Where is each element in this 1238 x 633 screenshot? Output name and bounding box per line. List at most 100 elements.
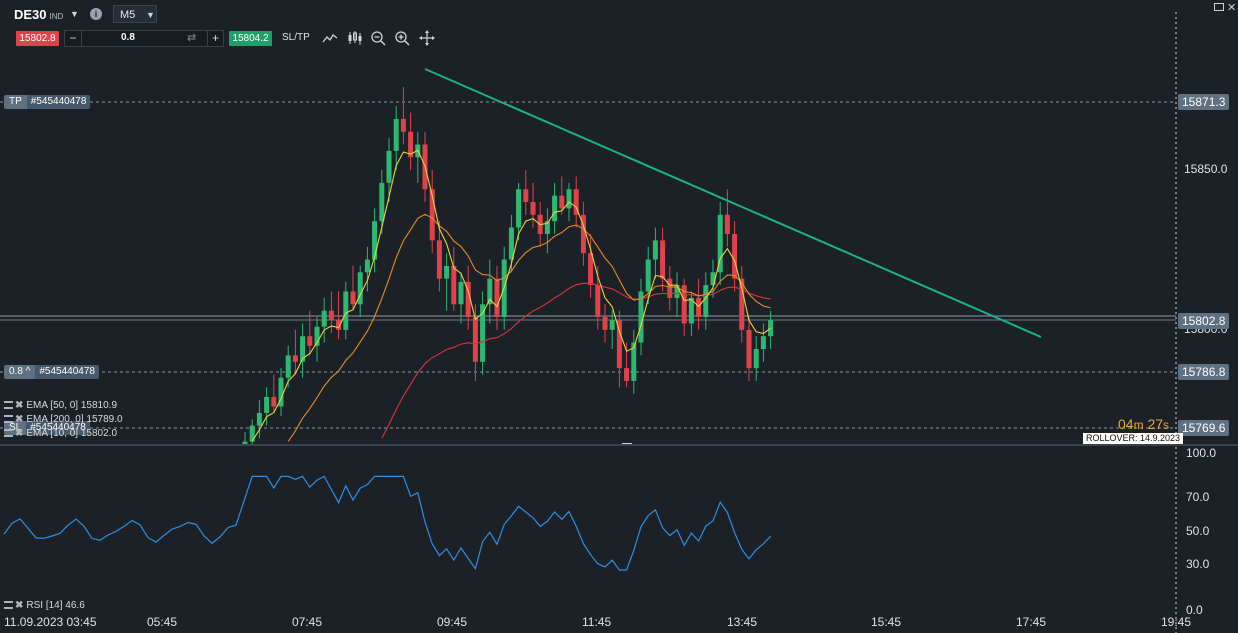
candle-body bbox=[472, 317, 478, 362]
sl-label: SL bbox=[4, 421, 27, 435]
candle-body bbox=[285, 355, 291, 378]
rsi-axis-label: 70.0 bbox=[1186, 490, 1210, 504]
candle-body bbox=[688, 297, 694, 324]
time-axis-label: 15:45 bbox=[871, 615, 902, 629]
rsi-legend-text: RSI [14] 46.6 bbox=[26, 600, 85, 611]
candle-body bbox=[674, 285, 680, 298]
sltp-button[interactable]: SL/TP bbox=[282, 32, 310, 43]
time-axis-label: 05:45 bbox=[147, 615, 178, 629]
candle-body bbox=[494, 278, 500, 318]
candle-body bbox=[624, 368, 630, 381]
ema10-legend-text: EMA [10, 0] 15802.0 bbox=[26, 428, 118, 439]
candle-body bbox=[386, 150, 392, 183]
settings-icon[interactable] bbox=[4, 415, 13, 424]
candle-body bbox=[271, 396, 277, 407]
rsi-legend[interactable]: ✖ RSI [14] 46.6 bbox=[4, 600, 85, 611]
ema50-line bbox=[287, 213, 771, 442]
pane-divider[interactable] bbox=[0, 444, 1238, 446]
candle-body bbox=[552, 195, 558, 222]
candle-body bbox=[652, 240, 658, 260]
time-axis-label: 11:45 bbox=[582, 615, 612, 629]
candle-body bbox=[264, 396, 270, 413]
time-axis-label: 13:45 bbox=[727, 615, 758, 629]
quantity-value[interactable]: 0.8 bbox=[121, 32, 135, 43]
candle-body bbox=[242, 441, 248, 444]
tp-price-tag: 15871.3 bbox=[1178, 94, 1230, 110]
remove-icon[interactable]: ✖ bbox=[15, 400, 24, 411]
candle-countdown: 04m 27s bbox=[1118, 416, 1169, 432]
candle-body bbox=[530, 202, 536, 215]
candle-body bbox=[717, 214, 723, 273]
entry-order-tag[interactable]: 0.8 ^ #545440478 bbox=[4, 365, 99, 379]
candle-body bbox=[278, 377, 284, 407]
candle-body bbox=[566, 189, 572, 209]
candle-body bbox=[343, 291, 349, 330]
candles-icon[interactable] bbox=[347, 30, 363, 46]
candle-body bbox=[573, 189, 579, 215]
zoom-out-icon[interactable] bbox=[370, 30, 386, 46]
candle-body bbox=[710, 272, 716, 286]
chart-toolbar: DE30 IND ▼ i M5 ▼ 15802.8 − 0.8 ⇄ + 15804.… bbox=[0, 0, 1236, 52]
candle-body bbox=[372, 221, 378, 260]
quantity-stepper[interactable]: − 0.8 ⇄ + bbox=[64, 30, 224, 47]
candle-body bbox=[249, 425, 255, 442]
settings-icon[interactable] bbox=[4, 601, 13, 610]
candle-body bbox=[357, 272, 363, 305]
candle-body bbox=[314, 326, 320, 346]
candle-body bbox=[328, 310, 334, 321]
close-icon[interactable]: ✕ bbox=[1227, 2, 1237, 14]
ema10-legend[interactable]: ✖ EMA [10, 0] 15802.0 bbox=[4, 428, 117, 439]
settings-icon[interactable] bbox=[4, 401, 13, 410]
remove-icon[interactable]: ✖ bbox=[15, 600, 24, 611]
line-chart-icon[interactable] bbox=[322, 30, 338, 46]
ema50-legend[interactable]: ✖ EMA [50, 0] 15810.9 bbox=[4, 400, 117, 411]
candle-body bbox=[256, 412, 262, 426]
sl-order-tag[interactable]: SL #545440478 bbox=[4, 421, 90, 435]
tp-order-tag[interactable]: TP #545440478 bbox=[4, 95, 91, 109]
sell-price-button[interactable]: 15802.8 bbox=[16, 31, 59, 46]
rsi-axis-label: 0.0 bbox=[1186, 603, 1203, 617]
zoom-in-icon[interactable] bbox=[394, 30, 410, 46]
quantity-plus-button[interactable]: + bbox=[207, 31, 223, 46]
rsi-axis-label: 50.0 bbox=[1186, 524, 1210, 538]
candle-body bbox=[559, 195, 565, 209]
entry-price-tag: 15786.8 bbox=[1178, 364, 1230, 380]
trendline bbox=[424, 68, 1042, 338]
current-price-tag: 15802.8 bbox=[1178, 313, 1230, 329]
candles-group bbox=[242, 86, 774, 444]
candle-body bbox=[609, 320, 615, 330]
candle-body bbox=[465, 281, 471, 318]
candle-body bbox=[739, 278, 745, 330]
swap-icon[interactable]: ⇄ bbox=[187, 32, 197, 44]
candle-body bbox=[760, 336, 766, 349]
candle-body bbox=[444, 265, 450, 279]
candle-body bbox=[602, 317, 608, 330]
countdown-seconds: 27 bbox=[1147, 416, 1164, 432]
settings-icon[interactable] bbox=[4, 429, 13, 438]
price-axis-label: 15850.0 bbox=[1184, 162, 1228, 176]
rsi-line bbox=[3, 475, 772, 571]
candle-body bbox=[336, 320, 342, 330]
symbol-selector[interactable]: DE30 IND bbox=[14, 7, 63, 22]
countdown-minutes: 04 bbox=[1118, 416, 1134, 432]
candle-body bbox=[631, 342, 637, 381]
timeframe-select[interactable]: M5 ▼ bbox=[113, 5, 157, 23]
buy-price-button[interactable]: 15804.2 bbox=[229, 31, 272, 46]
info-icon[interactable]: i bbox=[90, 8, 102, 20]
remove-icon[interactable]: ✖ bbox=[15, 428, 24, 439]
entry-order-id: #545440478 bbox=[35, 365, 99, 379]
candle-body bbox=[667, 278, 673, 298]
ema200-legend[interactable]: ✖ EMA [200, 0] 15789.0 bbox=[4, 414, 123, 425]
window-icon[interactable] bbox=[1214, 3, 1224, 11]
candle-body bbox=[379, 182, 385, 222]
dropdown-caret-icon[interactable]: ▼ bbox=[70, 9, 79, 19]
remove-icon[interactable]: ✖ bbox=[15, 414, 24, 425]
candle-body bbox=[307, 336, 313, 346]
symbol-type: IND bbox=[49, 12, 64, 21]
crosshair-icon[interactable] bbox=[419, 30, 435, 46]
quantity-minus-button[interactable]: − bbox=[65, 31, 82, 46]
candle-body bbox=[350, 291, 356, 305]
candle-body bbox=[400, 118, 406, 132]
candle-body bbox=[696, 297, 702, 318]
